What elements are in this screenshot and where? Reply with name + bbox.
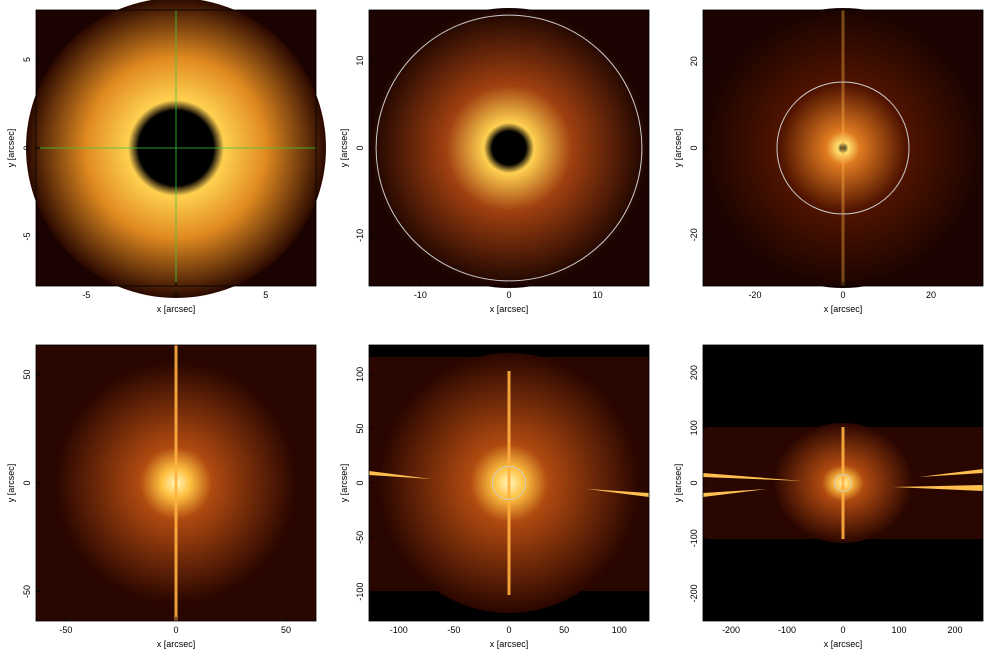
spike (841, 10, 845, 286)
y-tick-label: 5 (22, 57, 32, 62)
streak (893, 485, 983, 491)
x-tick-label: -200 (722, 625, 740, 635)
x-tick-label: 100 (612, 625, 627, 635)
y-tick-label: 100 (689, 420, 699, 435)
y-tick-label: -50 (22, 585, 32, 598)
y-tick-label: -100 (355, 583, 365, 601)
mask (703, 345, 983, 427)
y-axis-label: y [arcsec] (673, 464, 683, 503)
y-tick-label: 0 (689, 480, 699, 485)
mask (703, 539, 983, 621)
x-tick-label: 0 (506, 290, 511, 300)
x-tick-label: 5 (263, 290, 268, 300)
y-axis-label: y [arcsec] (673, 129, 683, 168)
spike (507, 371, 511, 595)
x-tick-label: 0 (506, 625, 511, 635)
x-tick-label: -5 (82, 290, 90, 300)
y-tick-label: 0 (355, 145, 365, 150)
y-tick-label: 0 (22, 145, 32, 150)
y-tick-label: 0 (689, 145, 699, 150)
x-axis-label: x [arcsec] (490, 304, 529, 314)
x-tick-label: 50 (281, 625, 291, 635)
spike (174, 345, 178, 621)
x-tick-label: 50 (559, 625, 569, 635)
streak (369, 471, 431, 479)
x-tick-label: -10 (414, 290, 427, 300)
x-tick-label: 0 (840, 625, 845, 635)
x-tick-label: 100 (891, 625, 906, 635)
y-tick-label: 0 (22, 480, 32, 485)
psf-glow (369, 8, 649, 288)
y-tick-label: 0 (355, 480, 365, 485)
x-tick-label: -100 (390, 625, 408, 635)
y-tick-label: -20 (689, 228, 699, 241)
y-axis-label: y [arcsec] (6, 129, 16, 168)
x-tick-label: 0 (840, 290, 845, 300)
streak (587, 489, 649, 497)
y-axis-label: y [arcsec] (339, 464, 349, 503)
x-tick-label: 200 (947, 625, 962, 635)
y-tick-label: 20 (689, 56, 699, 66)
y-tick-label: 100 (355, 367, 365, 382)
y-axis-label: y [arcsec] (339, 129, 349, 168)
x-axis-label: x [arcsec] (157, 304, 196, 314)
y-tick-label: 50 (22, 370, 32, 380)
spike (841, 427, 845, 539)
aperture-circle (491, 465, 527, 501)
y-axis-label: y [arcsec] (6, 464, 16, 503)
x-axis-label: x [arcsec] (824, 639, 863, 649)
y-tick-label: 50 (355, 424, 365, 434)
x-tick-label: 0 (173, 625, 178, 635)
x-axis-label: x [arcsec] (490, 639, 529, 649)
y-tick-label: -100 (689, 529, 699, 547)
aperture-circle (776, 81, 910, 215)
aperture-circle (834, 474, 852, 492)
x-tick-label: -50 (59, 625, 72, 635)
y-tick-label: -50 (355, 531, 365, 544)
x-tick-label: -50 (447, 625, 460, 635)
y-tick-label: -5 (22, 232, 32, 240)
streak (919, 469, 983, 477)
x-tick-label: 10 (593, 290, 603, 300)
x-tick-label: 0 (173, 290, 178, 300)
y-tick-label: 200 (689, 365, 699, 380)
x-tick-label: 20 (926, 290, 936, 300)
streak (703, 473, 803, 481)
streak (703, 489, 767, 497)
x-tick-label: -100 (778, 625, 796, 635)
aperture-circle (375, 14, 643, 282)
psf-glow (703, 8, 983, 288)
y-tick-label: -200 (689, 584, 699, 602)
x-tick-label: -20 (748, 290, 761, 300)
x-axis-label: x [arcsec] (157, 639, 196, 649)
y-tick-label: -10 (355, 229, 365, 242)
x-axis-label: x [arcsec] (824, 304, 863, 314)
mask (369, 345, 649, 357)
y-tick-label: 10 (355, 56, 365, 66)
